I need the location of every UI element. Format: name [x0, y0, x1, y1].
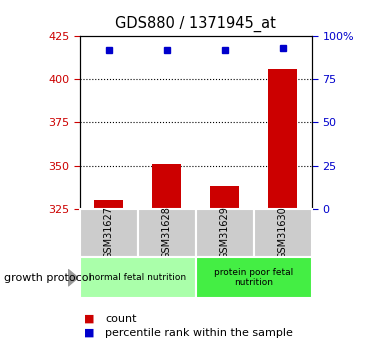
Bar	[211, 186, 239, 209]
Bar	[268, 69, 298, 209]
Bar	[196, 257, 312, 298]
Text: normal fetal nutrition: normal fetal nutrition	[89, 273, 186, 282]
Bar	[80, 209, 138, 257]
Text: GSM31629: GSM31629	[220, 206, 230, 259]
Text: protein poor fetal
nutrition: protein poor fetal nutrition	[215, 268, 294, 287]
Text: count: count	[105, 314, 137, 324]
Bar	[94, 200, 124, 209]
Text: growth protocol: growth protocol	[4, 273, 92, 283]
Bar	[138, 209, 196, 257]
Text: GSM31630: GSM31630	[278, 207, 288, 259]
Text: percentile rank within the sample: percentile rank within the sample	[105, 328, 293, 338]
Bar	[152, 164, 181, 209]
Bar	[254, 209, 312, 257]
Text: ■: ■	[84, 328, 94, 338]
Polygon shape	[68, 269, 78, 286]
Text: GSM31627: GSM31627	[104, 206, 114, 259]
Text: GDS880 / 1371945_at: GDS880 / 1371945_at	[115, 16, 275, 32]
Text: ■: ■	[84, 314, 94, 324]
Text: GSM31628: GSM31628	[162, 206, 172, 259]
Bar	[196, 209, 254, 257]
Bar	[80, 257, 196, 298]
